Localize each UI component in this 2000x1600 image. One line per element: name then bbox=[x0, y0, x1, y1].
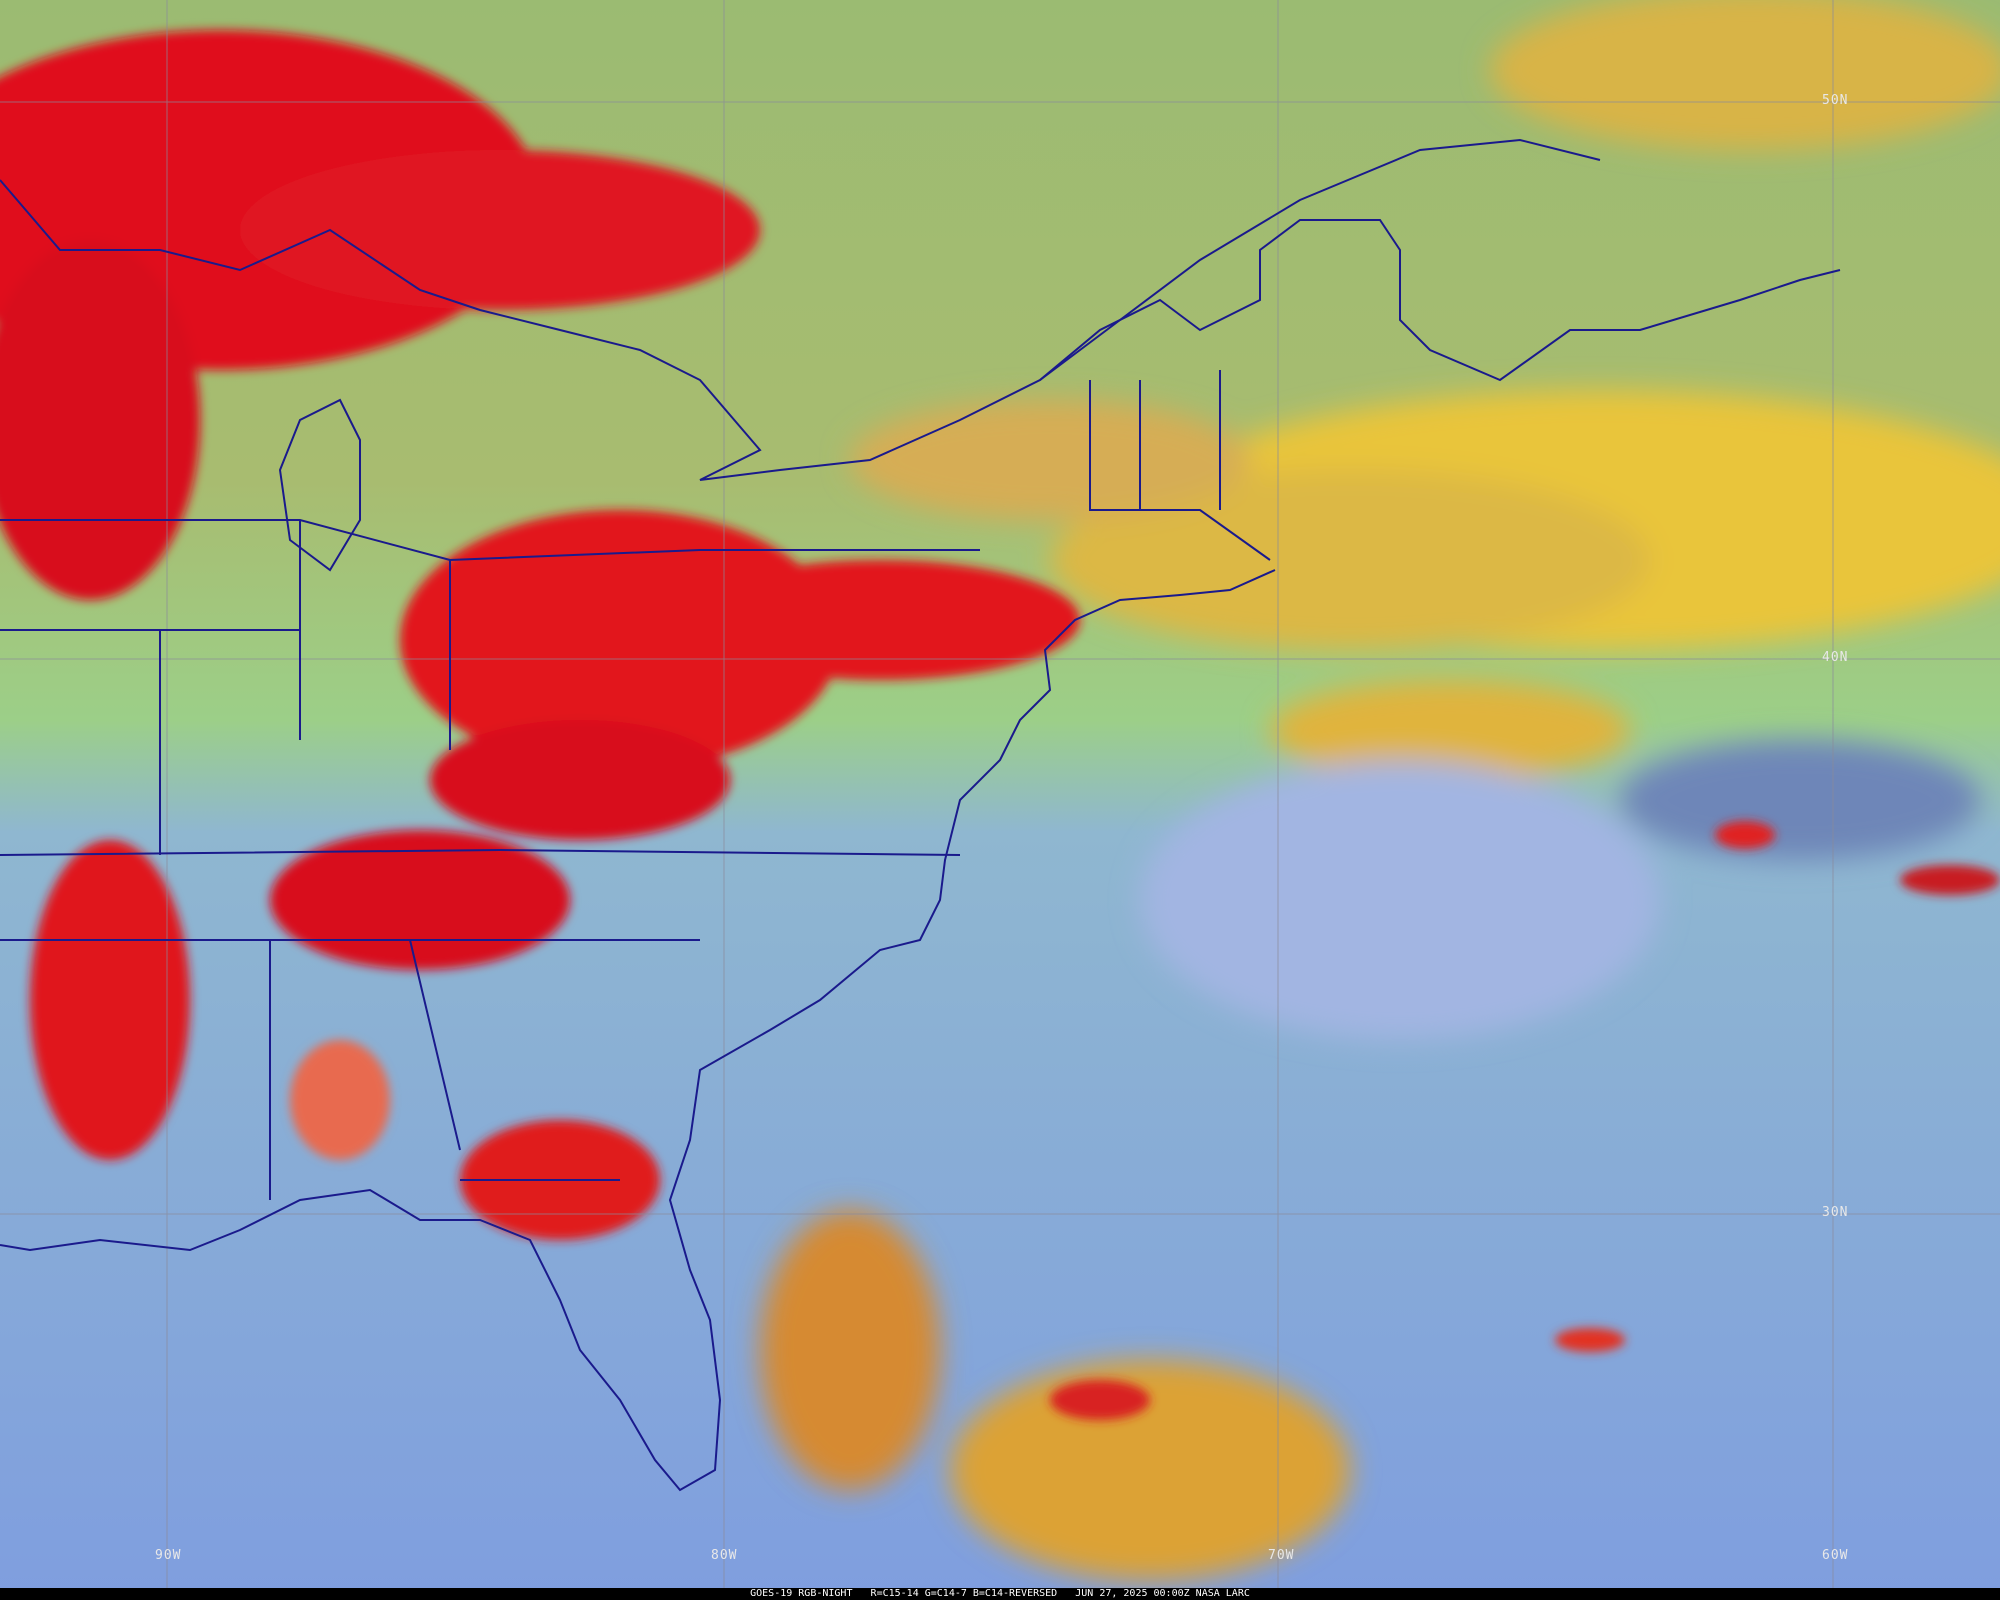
caption-bar: GOES-19 RGB-NIGHT R=C15-14 G=C14-7 B=C14… bbox=[0, 1588, 2000, 1600]
lat-label-40n: 40N bbox=[1822, 650, 1849, 665]
atlantic-coastline bbox=[0, 569, 1276, 1492]
caption-satellite: GOES-19 RGB-NIGHT bbox=[750, 1588, 853, 1599]
us-states bbox=[0, 370, 1271, 1200]
lat-label-30n: 30N bbox=[1822, 1205, 1849, 1220]
cloud-layer-mid bbox=[760, 0, 2000, 1580]
st-lawrence bbox=[1039, 138, 1601, 381]
caption-recipe: R=C15-14 G=C14-7 B=C14-REVERSED bbox=[870, 1588, 1058, 1599]
political-boundaries bbox=[0, 138, 1841, 1492]
lon-label-80w: 80W bbox=[711, 1548, 738, 1563]
caption-datetime: JUN 27, 2025 00:00Z bbox=[1075, 1588, 1190, 1599]
lon-label-70w: 70W bbox=[1268, 1548, 1295, 1563]
lat-label-50n: 50N bbox=[1822, 93, 1849, 108]
cloud-layer-deep bbox=[0, 30, 2000, 1420]
caption-credit: NASA LARC bbox=[1195, 1588, 1250, 1599]
lake-michigan bbox=[278, 398, 361, 572]
lon-label-60w: 60W bbox=[1822, 1548, 1849, 1563]
lon-label-90w: 90W bbox=[155, 1548, 182, 1563]
great-lakes-canada-border bbox=[0, 179, 1841, 481]
